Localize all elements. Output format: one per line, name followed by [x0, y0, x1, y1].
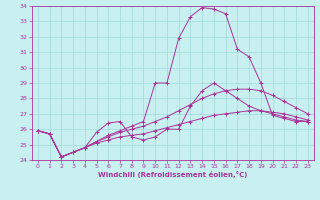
X-axis label: Windchill (Refroidissement éolien,°C): Windchill (Refroidissement éolien,°C): [98, 171, 247, 178]
